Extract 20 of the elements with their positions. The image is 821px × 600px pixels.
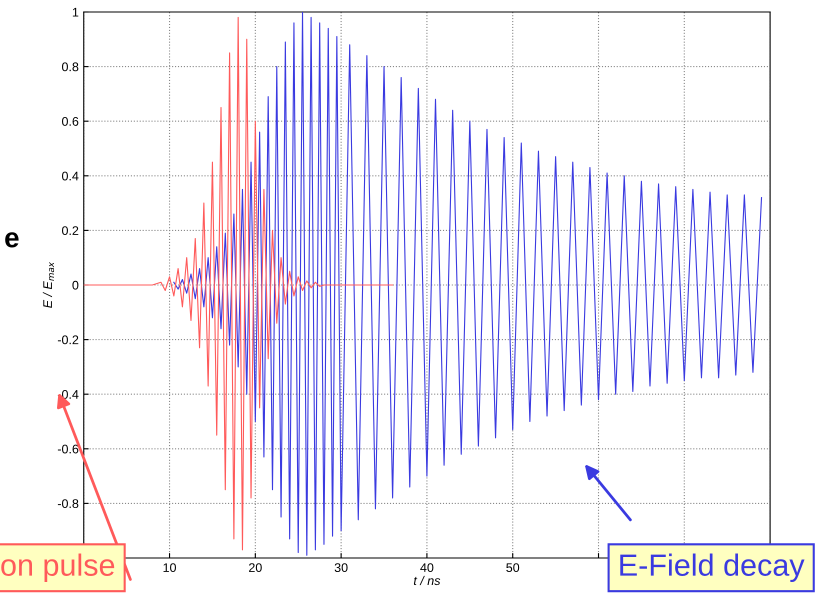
x-tick-label: 10 — [164, 563, 176, 572]
y-tick-label: 0.6 — [62, 117, 78, 126]
y-tick-label: -0.6 — [58, 444, 78, 454]
x-tick-label: 50 — [506, 563, 520, 572]
y-tick-label: -0.2 — [58, 335, 78, 344]
annotation: E-Field decay — [620, 554, 805, 582]
annotation: on pulse — [1, 554, 114, 582]
x-tick-label: 40 — [420, 563, 434, 572]
line-series — [84, 16, 394, 550]
text: e — [5, 232, 19, 248]
x-axis-title: t / ns — [414, 576, 440, 586]
y-tick-label: 0 — [72, 280, 78, 290]
y-tick-label: 0.4 — [62, 172, 79, 180]
y-tick-label: 1 — [72, 8, 78, 17]
y-tick-label: 0.2 — [62, 226, 78, 236]
y-axis-title: E / E$_{max}$ — [42, 262, 54, 308]
x-tick-label: 30 — [334, 563, 348, 572]
y-tick-label: -0.8 — [58, 499, 78, 508]
x-tick-label: 20 — [249, 563, 262, 572]
y-tick-label: 0.8 — [62, 62, 78, 72]
